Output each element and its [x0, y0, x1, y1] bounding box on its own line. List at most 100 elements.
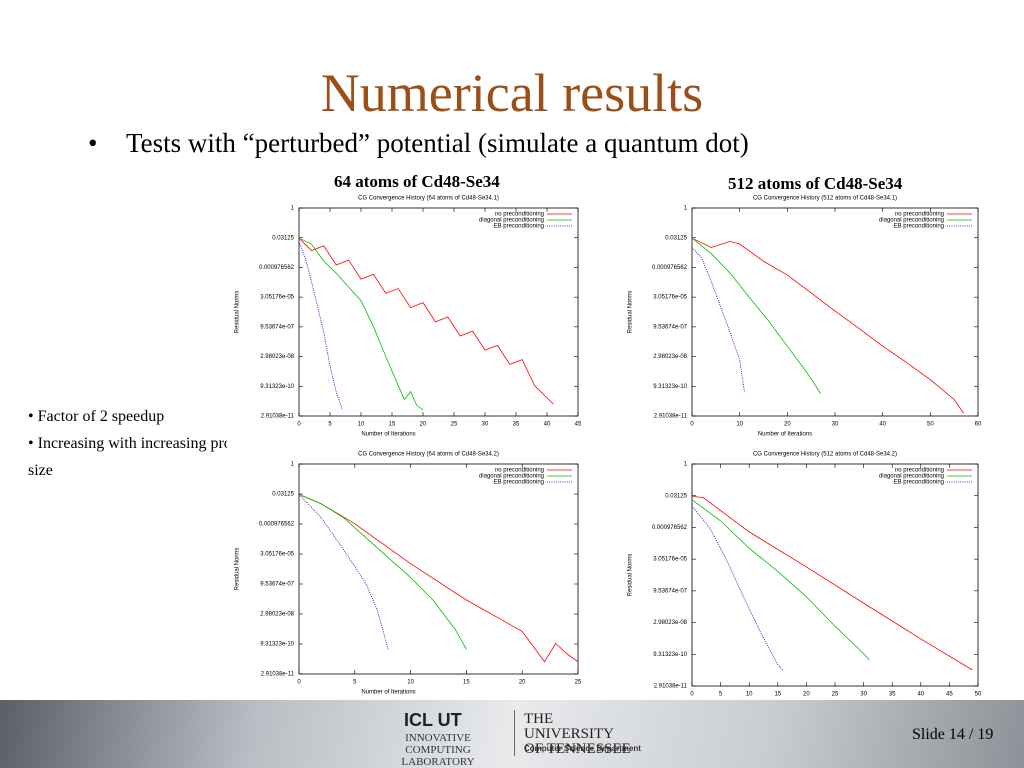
x-axis-label: Number of Iterations	[361, 432, 415, 438]
y-tick-label: 9.53674e-07	[260, 582, 294, 588]
legend-label: no preconditioning	[895, 212, 944, 218]
y-tick-label: 2.98023e-08	[653, 354, 687, 360]
x-tick-label: 10	[358, 422, 365, 428]
legend-label: EB preconditioning	[894, 480, 944, 486]
x-tick-label: 5	[353, 680, 357, 686]
x-tick-label: 35	[889, 692, 896, 698]
x-tick-label: 0	[690, 422, 694, 428]
y-tick-label: 1	[291, 462, 295, 468]
chart-title: CG Convergence History (64 atoms of Cd48…	[358, 196, 499, 202]
x-tick-label: 45	[575, 422, 582, 428]
x-tick-label: 25	[575, 680, 582, 686]
x-tick-label: 20	[420, 422, 427, 428]
divider	[514, 710, 515, 756]
legend-label: diagonal preconditioning	[879, 218, 944, 224]
x-tick-label: 35	[513, 422, 520, 428]
plot-frame	[298, 207, 579, 417]
lab-name: Innovative Computing Laboratory	[401, 732, 475, 768]
series-line	[691, 505, 784, 672]
legend-label: no preconditioning	[895, 468, 944, 474]
y-tick-label: 0.000976562	[652, 265, 688, 271]
side-notes: Factor of 2 speedup Increasing with incr…	[28, 403, 288, 484]
x-tick-label: 15	[463, 680, 470, 686]
legend-label: no preconditioning	[495, 468, 544, 474]
y-tick-label: 2.98023e-08	[260, 612, 294, 618]
series-line	[691, 237, 822, 394]
series-line	[298, 494, 389, 650]
y-axis-label: Residual Norms	[628, 554, 634, 597]
legend-label: diagonal preconditioning	[479, 218, 544, 224]
y-tick-label: 0.03125	[272, 492, 294, 498]
legend-label: diagonal preconditioning	[879, 474, 944, 480]
x-axis-label: Number of Iterations	[758, 432, 812, 438]
y-tick-label: 0.000976562	[259, 265, 295, 271]
y-tick-label: 0.000976562	[652, 525, 688, 531]
y-tick-label: 0.03125	[665, 235, 687, 241]
series-line	[691, 495, 973, 671]
charts: CG Convergence History (64 atoms of Cd48…	[227, 190, 982, 698]
y-tick-label: 0.03125	[665, 493, 687, 499]
legend-label: EB preconditioning	[494, 480, 544, 486]
slide-title: Numerical results	[320, 63, 704, 123]
y-tick-label: 2.91038e-11	[654, 684, 688, 690]
y-tick-label: 2.91038e-11	[261, 672, 295, 678]
x-tick-label: 0	[690, 692, 694, 698]
y-tick-label: 1	[291, 206, 295, 212]
series-line	[298, 493, 467, 650]
x-tick-label: 0	[297, 422, 301, 428]
plot-frame	[298, 463, 579, 675]
legend-label: EB preconditioning	[894, 224, 944, 230]
y-tick-label: 2.98023e-08	[653, 620, 687, 626]
y-tick-label: 3.05176e-05	[653, 557, 687, 563]
legend-label: no preconditioning	[495, 212, 544, 218]
x-tick-label: 5	[719, 692, 723, 698]
x-tick-label: 45	[946, 692, 953, 698]
y-tick-label: 0.000976562	[259, 522, 295, 528]
legend-label: diagonal preconditioning	[479, 474, 544, 480]
slide-number: Slide 14 / 19	[912, 726, 994, 743]
series-line	[298, 237, 424, 411]
x-tick-label: 30	[832, 422, 839, 428]
chart-title: CG Convergence History (512 atoms of Cd4…	[753, 196, 897, 202]
x-tick-label: 60	[975, 422, 982, 428]
x-tick-label: 15	[774, 692, 781, 698]
y-axis-label: Residual Norms	[628, 291, 634, 334]
chart-background	[227, 190, 586, 446]
x-tick-label: 30	[860, 692, 867, 698]
x-tick-label: 50	[975, 692, 982, 698]
y-axis-label: Residual Norms	[235, 291, 241, 334]
y-tick-label: 9.53674e-07	[260, 324, 294, 330]
caption: 512 atoms of Cd48-Se34	[728, 174, 903, 193]
university: The University of Tennessee	[524, 711, 631, 757]
y-tick-label: 9.53674e-07	[653, 588, 687, 594]
y-tick-label: 9.53674e-07	[653, 324, 687, 330]
series-line	[691, 499, 870, 661]
caption: 64 atoms of Cd48-Se34	[334, 172, 500, 191]
footer: ICL UT Innovative Computing Laboratory T…	[0, 700, 1024, 768]
y-tick-label: 9.31323e-10	[653, 384, 687, 390]
series-line	[691, 237, 965, 414]
y-tick-label: 2.91038e-11	[654, 414, 688, 420]
y-tick-label: 1	[684, 206, 688, 212]
y-tick-label: 3.05176e-05	[260, 295, 294, 301]
y-tick-label: 9.31323e-10	[260, 384, 294, 390]
y-tick-label: 2.91038e-11	[261, 414, 295, 420]
x-tick-label: 5	[328, 422, 332, 428]
y-tick-label: 3.05176e-05	[260, 552, 294, 558]
series-line	[298, 493, 579, 663]
y-tick-label: 1	[684, 462, 688, 468]
y-tick-label: 2.98023e-08	[260, 354, 294, 360]
bullet-text: Tests with “perturbed” potential (simula…	[126, 128, 749, 158]
note: Factor of 2 speedup	[28, 403, 288, 430]
x-tick-label: 50	[927, 422, 934, 428]
series-line	[298, 237, 554, 405]
y-tick-label: 9.31323e-10	[653, 652, 687, 658]
series-line	[298, 241, 343, 410]
x-tick-label: 10	[746, 692, 753, 698]
department: Computer Science Department	[524, 744, 641, 753]
x-tick-label: 20	[803, 692, 810, 698]
logo-icl: ICL UT	[404, 710, 462, 730]
x-axis-label: Number of Iterations	[361, 690, 415, 696]
x-tick-label: 10	[736, 422, 743, 428]
